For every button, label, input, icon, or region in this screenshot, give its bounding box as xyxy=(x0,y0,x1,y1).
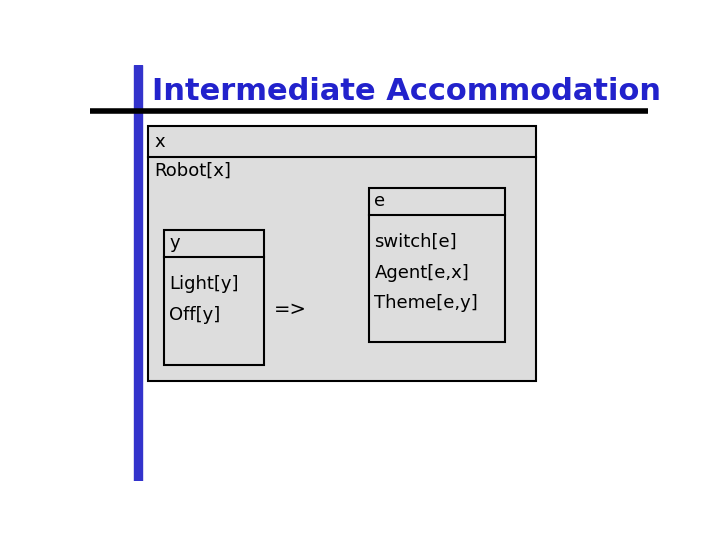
Bar xyxy=(163,231,264,365)
Text: y: y xyxy=(169,234,180,252)
Bar xyxy=(148,126,536,381)
Text: Robot[x]: Robot[x] xyxy=(154,162,231,180)
Text: Off[y]: Off[y] xyxy=(169,306,220,324)
Text: x: x xyxy=(154,133,165,151)
Bar xyxy=(134,65,142,481)
Text: Theme[e,y]: Theme[e,y] xyxy=(374,294,478,313)
Text: Light[y]: Light[y] xyxy=(169,275,238,293)
Text: switch[e]: switch[e] xyxy=(374,233,457,251)
Text: Intermediate Accommodation: Intermediate Accommodation xyxy=(152,77,661,106)
Text: =>: => xyxy=(274,300,307,319)
Text: Agent[e,x]: Agent[e,x] xyxy=(374,264,469,282)
Bar xyxy=(369,188,505,342)
Text: e: e xyxy=(374,192,385,210)
